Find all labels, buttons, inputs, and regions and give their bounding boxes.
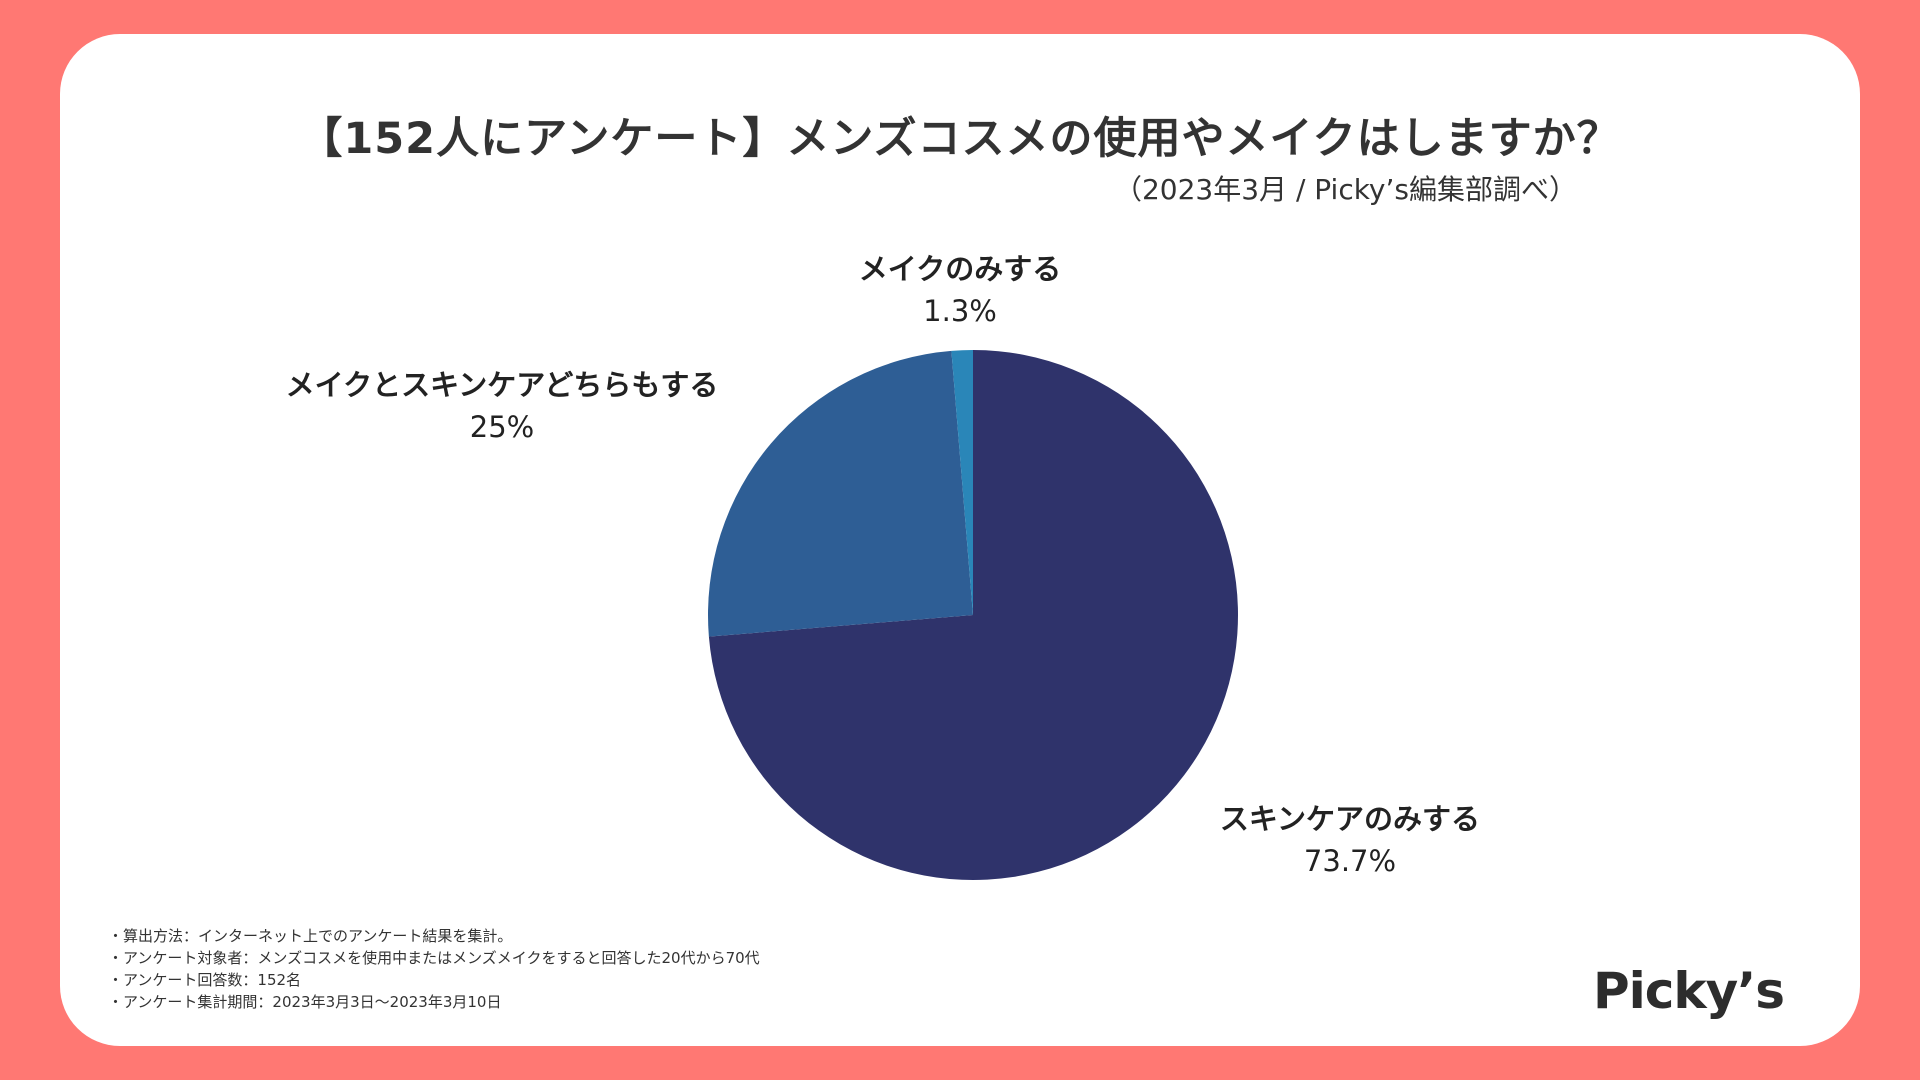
slice-label-value: 1.3% bbox=[923, 294, 997, 328]
slice-label-name: メイクのみする bbox=[858, 252, 1062, 286]
slice-label-name: スキンケアのみする bbox=[1219, 802, 1481, 836]
pie-slice-makeup-only bbox=[951, 350, 973, 615]
note-line: ・アンケート回答数：152名 bbox=[108, 971, 302, 989]
note-line: ・算出方法：インターネット上でのアンケート結果を集計。 bbox=[108, 927, 513, 945]
slice-label-name: メイクとスキンケアどちらもする bbox=[285, 368, 719, 402]
note-line: ・アンケート集計期間：2023年3月3日〜2023年3月10日 bbox=[108, 993, 502, 1011]
chart-subtitle: （2023年3月 / Picky’s編集部調べ） bbox=[1113, 173, 1577, 206]
slice-label-makeup-only: メイクのみする 1.3% bbox=[820, 248, 1100, 332]
note-line: ・アンケート対象者：メンズコスメを使用中またはメンズメイクをすると回答した20代… bbox=[108, 949, 760, 967]
survey-notes: ・算出方法：インターネット上でのアンケート結果を集計。 ・アンケート対象者：メン… bbox=[108, 925, 760, 1013]
pie-slice-both bbox=[708, 350, 973, 637]
pickys-logo: Picky’s bbox=[1592, 962, 1785, 1020]
slice-label-value: 25% bbox=[469, 410, 535, 444]
slice-label-value: 73.7% bbox=[1303, 844, 1397, 878]
slice-label-skincare-only: スキンケアのみする 73.7% bbox=[1200, 798, 1500, 882]
pie-slice-skincare-only bbox=[708, 350, 1239, 881]
slice-label-both: メイクとスキンケアどちらもする 25% bbox=[262, 364, 742, 448]
chart-title: 【152人にアンケート】メンズコスメの使用やメイクはしますか？ bbox=[299, 114, 1621, 164]
